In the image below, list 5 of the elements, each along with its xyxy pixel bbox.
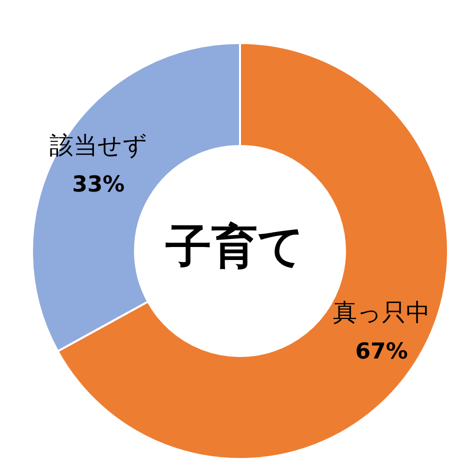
data-label: 33%: [72, 172, 125, 198]
data-label: 67%: [355, 340, 408, 365]
slice-label: 真っ只中: [333, 298, 430, 327]
slice-label: 該当せず: [49, 131, 148, 160]
text: 子育て: [166, 219, 304, 273]
